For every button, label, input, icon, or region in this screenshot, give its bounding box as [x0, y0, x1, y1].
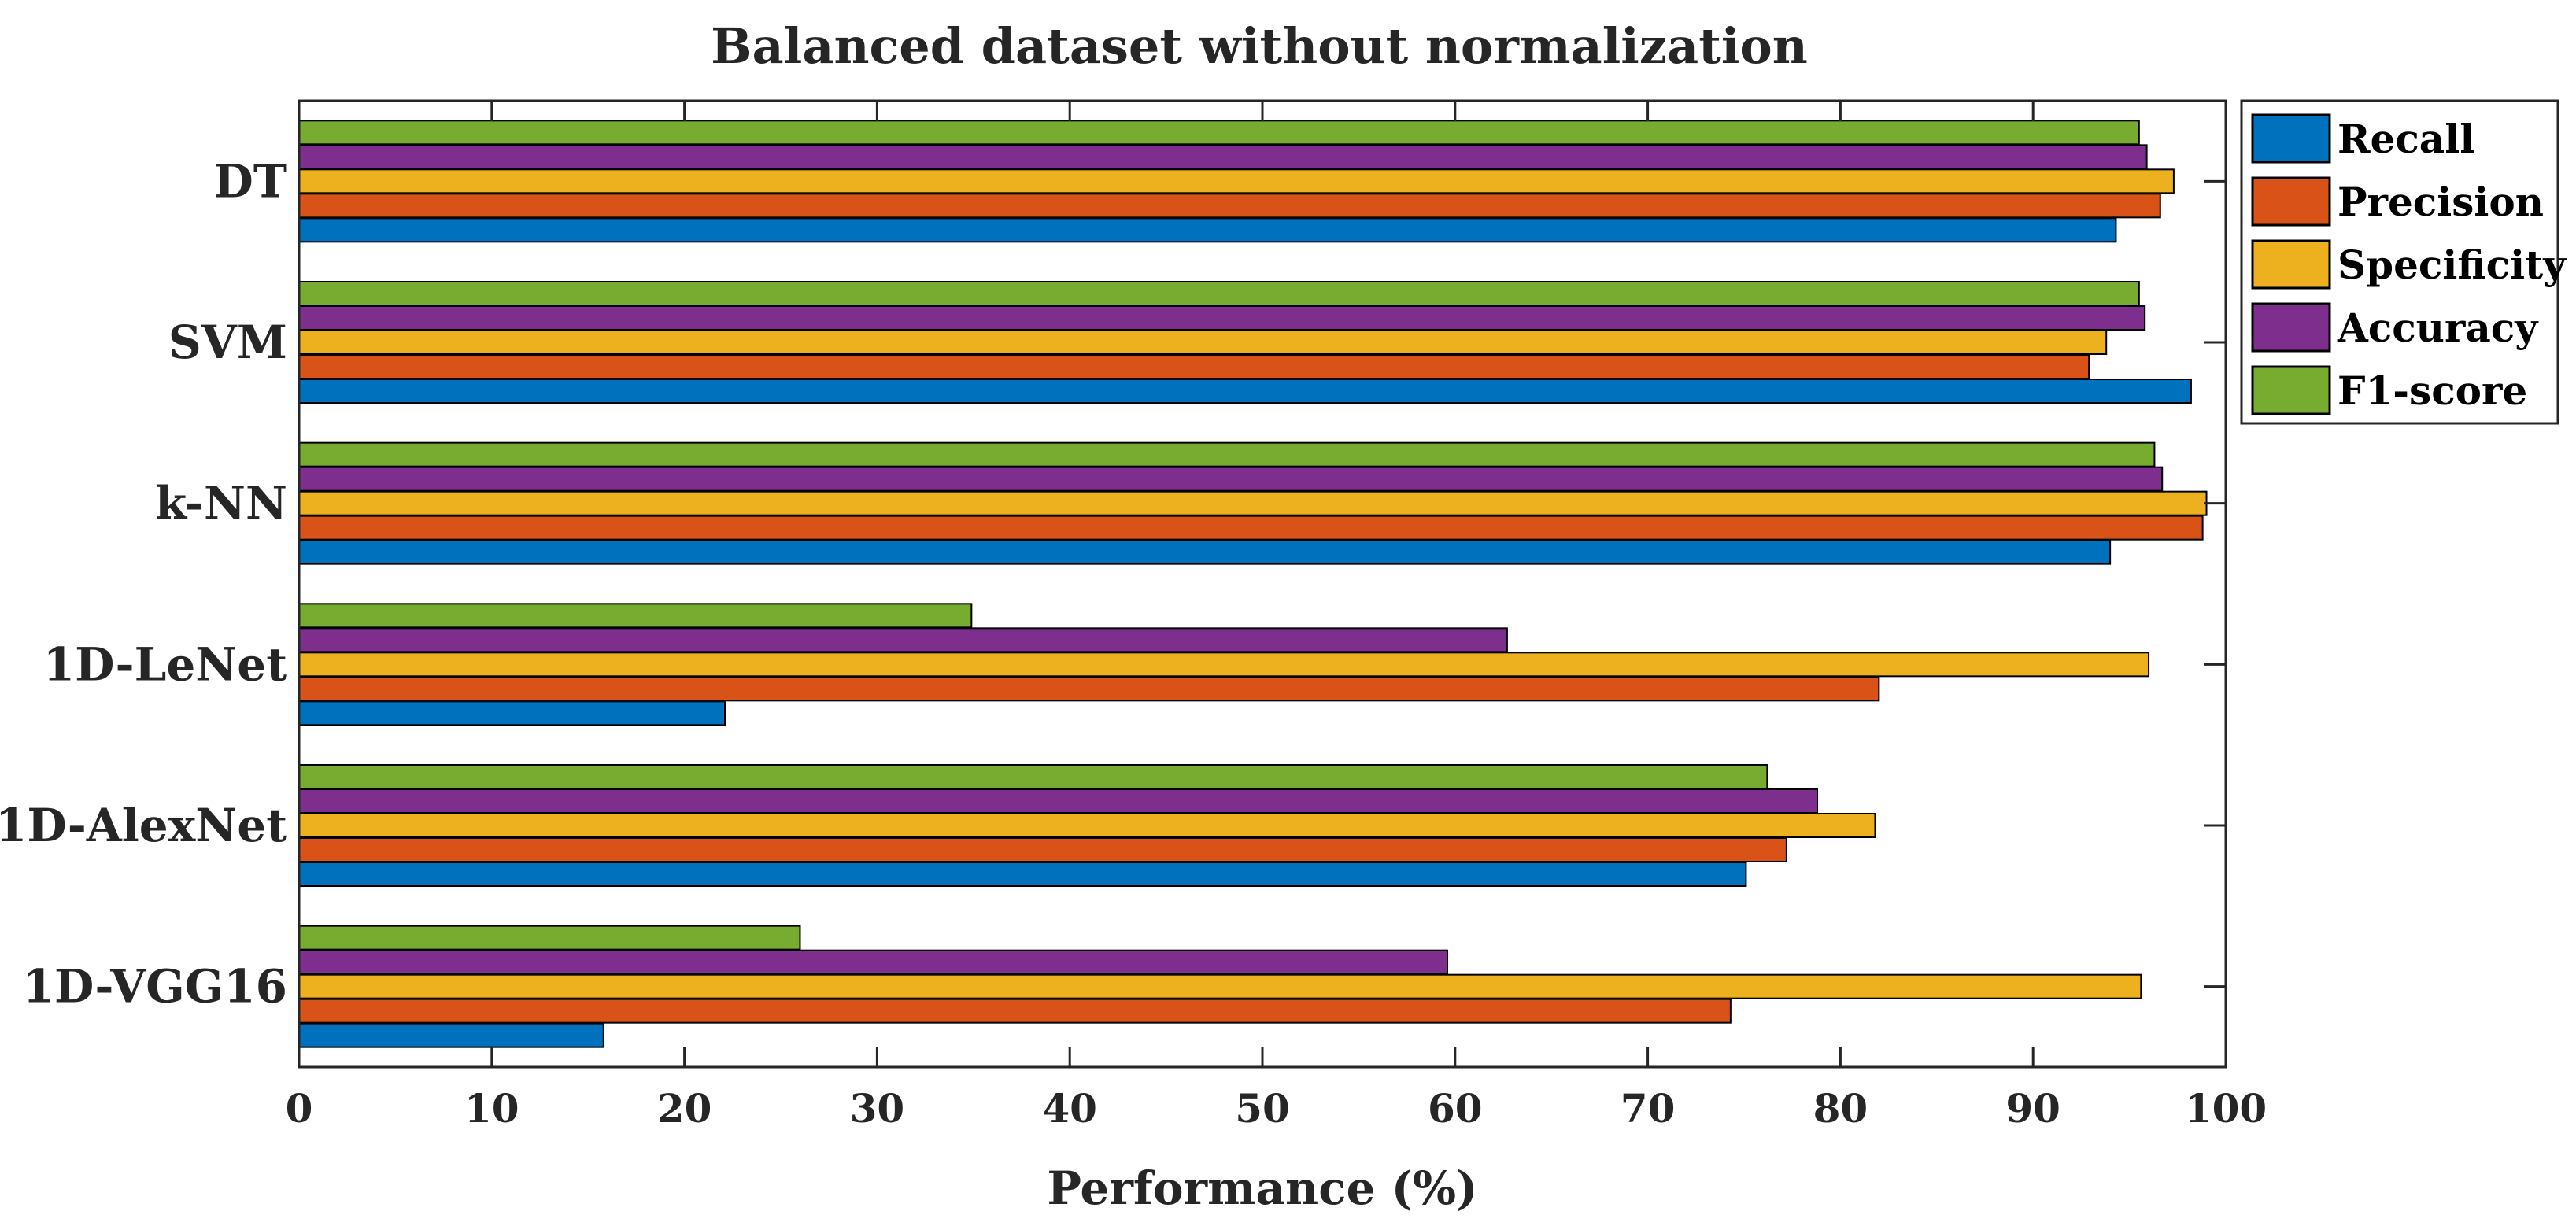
- x-tick-label: 50: [1235, 1085, 1290, 1132]
- bar-1d-alexnet-specificity: [298, 813, 1876, 838]
- bar-1d-vgg16-specificity: [298, 973, 2142, 999]
- category-label-k-nn: k-NN: [155, 477, 287, 530]
- bar-1d-alexnet-f1-score: [298, 764, 1768, 789]
- x-tick-label: 60: [1428, 1085, 1483, 1132]
- legend-swatch-accuracy: [2251, 302, 2331, 353]
- x-tick-label: 40: [1042, 1085, 1097, 1132]
- bar-1d-vgg16-f1-score: [298, 925, 801, 951]
- x-tick-label: 80: [1813, 1085, 1868, 1132]
- bar-k-nn-accuracy: [298, 466, 2164, 492]
- bar-svm-f1-score: [298, 281, 2140, 306]
- x-tick-label: 30: [850, 1085, 905, 1132]
- legend-swatch-f1-score: [2251, 365, 2331, 415]
- bar-dt-f1-score: [298, 120, 2140, 146]
- bar-1d-alexnet-accuracy: [298, 788, 1819, 814]
- bar-1d-lenet-precision: [298, 676, 1880, 702]
- legend-label-f1-score: F1-score: [2338, 367, 2527, 414]
- x-tick-label: 10: [464, 1085, 519, 1132]
- x-tick-label: 70: [1621, 1085, 1676, 1132]
- bar-k-nn-recall: [298, 539, 2112, 565]
- bar-svm-precision: [298, 354, 2090, 379]
- bar-k-nn-specificity: [298, 490, 2208, 516]
- legend-swatch-precision: [2251, 176, 2331, 227]
- x-tick-label: 100: [2185, 1085, 2267, 1132]
- bar-1d-vgg16-precision: [298, 998, 1732, 1024]
- legend-label-accuracy: Accuracy: [2337, 305, 2539, 351]
- category-labels: DT SVM k-NN 1D-LeNet 1D-AlexNet 1D-VGG16: [0, 154, 287, 1013]
- bar-svm-specificity: [298, 330, 2108, 355]
- legend-label-specificity: Specificity: [2338, 242, 2567, 288]
- category-label-1d-vgg16: 1D-VGG16: [23, 960, 287, 1014]
- bar-1d-lenet-specificity: [298, 652, 2150, 678]
- legend-swatch-recall: [2251, 113, 2331, 164]
- bar-1d-alexnet-recall: [298, 862, 1747, 887]
- bar-dt-recall: [298, 217, 2117, 243]
- bar-k-nn-precision: [298, 515, 2204, 541]
- tick-group: 0 10 20 30 40 50 60 70 80 90 100: [286, 101, 2267, 1132]
- x-axis-label: Performance (%): [1047, 1161, 1477, 1215]
- chart-title: Balanced dataset without normalization: [711, 17, 1808, 75]
- bar-dt-specificity: [298, 168, 2175, 194]
- category-label-1d-lenet: 1D-LeNet: [43, 637, 287, 691]
- bar-svm-accuracy: [298, 305, 2146, 331]
- bar-1d-lenet-f1-score: [298, 603, 973, 629]
- legend: Recall Precision Specificity Accuracy F1-sco…: [2240, 99, 2567, 425]
- legend-label-recall: Recall: [2338, 116, 2474, 162]
- plot-frame: [298, 99, 2227, 1069]
- category-label-dt: DT: [214, 154, 287, 208]
- x-tick-label: 20: [657, 1085, 712, 1132]
- bar-k-nn-f1-score: [298, 441, 2156, 467]
- bar-1d-vgg16-accuracy: [298, 949, 1449, 975]
- bar-1d-alexnet-precision: [298, 837, 1787, 862]
- bar-1d-lenet-recall: [298, 700, 726, 726]
- bar-1d-vgg16-recall: [298, 1022, 604, 1048]
- bar-dt-precision: [298, 193, 2161, 219]
- bar-dt-accuracy: [298, 144, 2148, 170]
- legend-label-precision: Precision: [2338, 179, 2544, 225]
- bar-1d-lenet-accuracy: [298, 627, 1508, 653]
- x-tick-label: 0: [286, 1085, 313, 1132]
- legend-swatch-specificity: [2251, 239, 2331, 290]
- bar-svm-recall: [298, 379, 2192, 404]
- bar-group: [298, 120, 2208, 1048]
- category-label-1d-alexnet: 1D-AlexNet: [0, 799, 287, 852]
- category-label-svm: SVM: [168, 316, 287, 369]
- x-tick-label: 90: [2005, 1085, 2060, 1132]
